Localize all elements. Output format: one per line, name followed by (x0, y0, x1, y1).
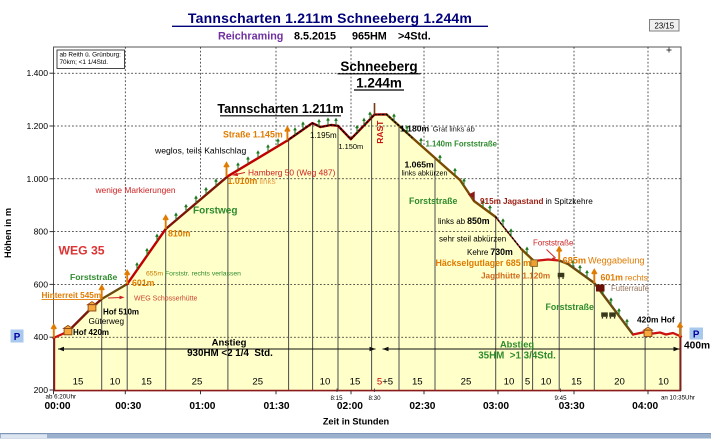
svg-text:8:15: 8:15 (330, 395, 343, 402)
svg-text:600: 600 (34, 279, 49, 289)
svg-text:01:00: 01:00 (189, 401, 215, 412)
svg-text:Hamberg 50 (Weg 487): Hamberg 50 (Weg 487) (248, 168, 336, 178)
svg-text:15: 15 (412, 377, 423, 388)
svg-text:1.000: 1.000 (26, 174, 48, 184)
svg-text:Häckselgutlager 685 m: Häckselgutlager 685 m (436, 258, 532, 268)
svg-text:35HM >1 3/4Std.: 35HM >1 3/4Std. (478, 351, 556, 362)
svg-text:wenige Markierungen: wenige Markierungen (95, 185, 176, 195)
svg-text:25: 25 (192, 377, 203, 388)
svg-text:1.400: 1.400 (26, 68, 48, 78)
svg-text:10: 10 (320, 377, 331, 388)
svg-text:Hof 510m: Hof 510m (103, 308, 139, 317)
svg-text:200: 200 (34, 385, 49, 395)
svg-text:02:00: 02:00 (337, 401, 363, 412)
svg-text:Hof 420m: Hof 420m (73, 328, 109, 337)
svg-text:Tannscharten 1.211m: Tannscharten 1.211m (217, 102, 343, 116)
svg-text:15: 15 (571, 377, 582, 388)
svg-text:Straße 1.145m: Straße 1.145m (223, 130, 283, 140)
svg-text:400: 400 (34, 332, 49, 342)
svg-text:9:45: 9:45 (554, 395, 567, 402)
svg-text:601m: 601m (132, 278, 155, 288)
svg-text:Tannscharten 1.211m Schneeberg: Tannscharten 1.211m Schneeberg 1.244m (188, 10, 472, 26)
svg-text:10: 10 (541, 377, 552, 388)
svg-text:Forststraße: Forststraße (70, 272, 117, 282)
svg-text:400m: 400m (684, 341, 710, 352)
svg-text:ab 6:20Uhr: ab 6:20Uhr (46, 393, 77, 400)
svg-text:Hinterreit 545m: Hinterreit 545m (42, 291, 102, 300)
svg-text:Schneeberg: Schneeberg (340, 59, 417, 74)
svg-text:04:00: 04:00 (632, 401, 658, 412)
svg-text:10: 10 (110, 377, 121, 388)
svg-text:15: 15 (350, 377, 361, 388)
svg-text:Höhen in m: Höhen in m (3, 208, 13, 258)
svg-text:WEG Schosserhütte: WEG Schosserhütte (134, 296, 198, 303)
svg-text:5+5: 5+5 (377, 377, 393, 388)
svg-text:RAST: RAST (375, 120, 385, 144)
svg-text:20: 20 (614, 377, 625, 388)
svg-text:Abstieg: Abstieg (500, 340, 534, 350)
svg-text:1.065m: 1.065m (405, 160, 435, 170)
svg-text:Anstieg: Anstieg (212, 337, 247, 348)
svg-text:15: 15 (141, 377, 152, 388)
svg-text:23/15: 23/15 (655, 21, 675, 30)
svg-text:Güterweg: Güterweg (89, 317, 125, 326)
svg-text:420m Hof: 420m Hof (637, 315, 675, 325)
svg-text:1.140m Forststraße: 1.140m Forststraße (426, 140, 498, 149)
svg-text:03:30: 03:30 (559, 401, 585, 412)
svg-text:1.200: 1.200 (26, 121, 48, 131)
svg-text:an 10:35Uhr: an 10:35Uhr (661, 395, 695, 402)
svg-text:810m: 810m (168, 229, 191, 239)
svg-text:sehr steil abkürzen: sehr steil abkürzen (439, 235, 506, 244)
svg-text:8:30: 8:30 (368, 395, 381, 402)
svg-text:10: 10 (504, 377, 515, 388)
svg-text:Forstweg: Forstweg (193, 206, 237, 217)
svg-text:70km; <1 1/4Std.: 70km; <1 1/4Std. (60, 59, 109, 66)
svg-text:1.195m: 1.195m (310, 131, 337, 140)
svg-text:5: 5 (525, 377, 530, 388)
svg-text:930HM <2 1/4 Std.: 930HM <2 1/4 Std. (187, 348, 273, 359)
svg-text:P: P (693, 329, 700, 340)
svg-text:links abkürzen: links abkürzen (402, 169, 448, 178)
svg-text:WEG 35: WEG 35 (59, 244, 105, 258)
svg-text:00:30: 00:30 (115, 401, 141, 412)
svg-text:Zeit in Stunden: Zeit in Stunden (323, 417, 390, 427)
svg-text:10: 10 (658, 377, 669, 388)
svg-text:Jagdhütte 1.120m: Jagdhütte 1.120m (481, 272, 550, 281)
svg-text:Forststraße: Forststraße (546, 302, 595, 312)
svg-text:1.150m: 1.150m (339, 142, 364, 151)
svg-text:01:30: 01:30 (263, 401, 289, 412)
svg-text:800: 800 (34, 227, 49, 237)
svg-text:1.244m: 1.244m (356, 76, 402, 91)
svg-text:03:00: 03:00 (483, 401, 509, 412)
svg-text:Forststraße: Forststraße (533, 239, 574, 248)
svg-text:02:30: 02:30 (409, 401, 435, 412)
svg-text:weglos, teils Kahlschlag: weglos, teils Kahlschlag (154, 146, 246, 156)
svg-text:Forststraße: Forststraße (409, 196, 458, 206)
svg-text:15: 15 (73, 377, 84, 388)
svg-text:25: 25 (252, 377, 263, 388)
svg-text:Futterraufe: Futterraufe (611, 284, 649, 293)
svg-text:25: 25 (461, 377, 472, 388)
svg-text:00:00: 00:00 (44, 401, 70, 412)
svg-text:P: P (14, 332, 21, 343)
svg-text:ab Reith ü. Grünburg:: ab Reith ü. Grünburg: (60, 52, 122, 59)
